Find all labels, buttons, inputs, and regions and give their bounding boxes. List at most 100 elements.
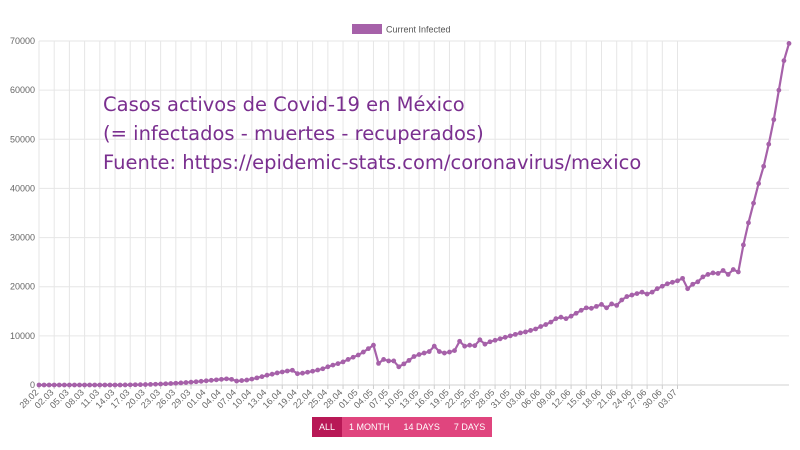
data-point <box>447 349 452 355</box>
data-point <box>274 370 280 376</box>
data-point <box>386 358 392 364</box>
data-point <box>168 381 174 386</box>
chart-grid <box>38 40 789 386</box>
data-point <box>132 382 138 388</box>
data-point <box>340 359 346 365</box>
data-point <box>487 339 493 345</box>
data-point <box>568 313 574 319</box>
data-point <box>148 382 153 387</box>
data-point <box>675 278 680 284</box>
y-tick-label: 20000 <box>10 282 35 292</box>
data-point <box>735 269 741 275</box>
data-point <box>528 328 533 333</box>
data-point <box>457 338 463 344</box>
data-point <box>229 376 234 382</box>
data-point <box>203 378 209 384</box>
data-point <box>766 141 772 147</box>
data-point <box>325 364 331 370</box>
data-point <box>41 382 47 388</box>
data-point <box>310 368 316 374</box>
data-point <box>107 382 113 388</box>
data-point <box>401 361 407 367</box>
chart-legend[interactable]: Current Infected <box>352 24 451 35</box>
data-point <box>411 354 417 359</box>
data-point <box>208 377 214 383</box>
y-tick-label: 0 <box>30 380 35 390</box>
data-point <box>583 305 589 311</box>
data-point <box>431 343 437 349</box>
data-point <box>188 379 194 385</box>
annotation-line-3: Fuente: https://epidemic-stats.com/coron… <box>103 151 642 174</box>
data-point <box>715 271 721 276</box>
data-point <box>730 267 736 272</box>
data-point <box>97 382 103 388</box>
data-point <box>619 297 625 303</box>
data-point <box>269 371 275 377</box>
data-point <box>436 349 442 354</box>
data-point <box>381 357 386 362</box>
data-point <box>629 292 635 298</box>
data-point <box>224 376 229 382</box>
data-point <box>664 281 670 287</box>
data-point <box>573 310 579 316</box>
data-point <box>786 41 792 46</box>
annotation-line-2: (= infectados - muertes - recuperados) <box>103 122 484 145</box>
data-point <box>371 342 376 348</box>
data-point <box>700 274 706 280</box>
series-current-infected <box>36 41 792 388</box>
data-point <box>421 350 427 356</box>
data-point <box>533 326 539 332</box>
data-point <box>127 382 133 388</box>
data-point <box>690 281 696 287</box>
y-axis: 0 10000 20000 30000 40000 50000 60000 70000 <box>10 36 35 390</box>
data-point <box>92 382 98 388</box>
data-point <box>670 279 675 285</box>
data-point <box>56 382 62 388</box>
data-point <box>122 382 128 388</box>
data-point <box>406 358 412 363</box>
data-point <box>426 349 432 354</box>
data-point <box>295 371 300 377</box>
range-all-button[interactable]: ALL <box>312 417 343 437</box>
data-point <box>416 352 422 357</box>
data-point <box>249 376 255 382</box>
data-point <box>51 382 57 388</box>
data-point <box>254 375 260 381</box>
data-point <box>87 382 93 388</box>
legend-label: Current Infected <box>386 25 451 35</box>
y-tick-label: 60000 <box>10 85 35 95</box>
annotation-line-1: Casos activos de Covid-19 en México <box>103 93 465 116</box>
data-point <box>239 378 245 383</box>
data-point <box>61 382 67 388</box>
range-14-days-button[interactable]: 14 DAYS <box>396 417 447 437</box>
data-point <box>518 330 523 336</box>
data-point <box>563 316 569 322</box>
data-point <box>685 286 691 292</box>
data-point <box>538 324 544 329</box>
data-point <box>594 303 599 309</box>
data-point <box>644 291 650 297</box>
data-point <box>259 374 265 380</box>
x-axis: 28.0202.0305.0308.0311.0314.0317.0320.03… <box>17 384 789 410</box>
data-point <box>548 319 554 325</box>
range-1-month-button[interactable]: 1 MONTH <box>342 417 397 437</box>
data-point <box>472 343 478 349</box>
data-point <box>578 307 584 313</box>
data-point <box>77 382 82 388</box>
legend-swatch <box>352 24 382 34</box>
data-point <box>365 346 371 352</box>
data-point <box>102 382 108 388</box>
data-point <box>143 382 148 387</box>
data-point <box>183 380 189 385</box>
data-point <box>234 378 240 384</box>
y-tick-label: 10000 <box>10 331 35 341</box>
data-point <box>695 279 701 285</box>
data-point <box>72 382 77 388</box>
range-7-days-button[interactable]: 7 DAYS <box>446 417 493 437</box>
data-point <box>264 372 270 378</box>
data-point <box>289 367 295 373</box>
data-point <box>477 337 483 343</box>
data-point <box>761 163 767 169</box>
data-point <box>442 350 447 356</box>
